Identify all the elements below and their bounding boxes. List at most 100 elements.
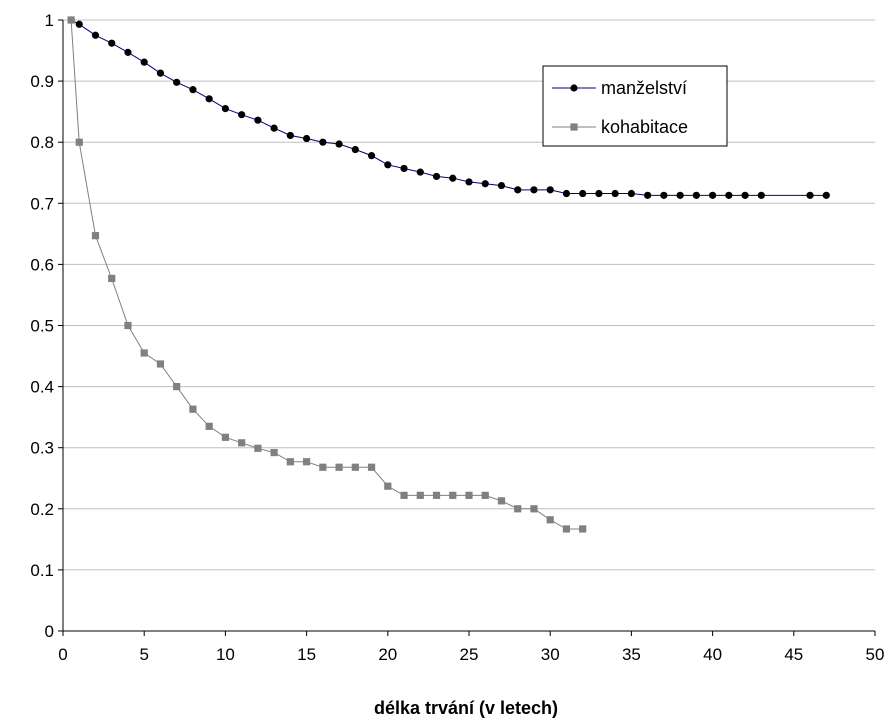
x-tick-label: 40 [703, 645, 722, 664]
data-point [757, 191, 765, 199]
data-point [319, 463, 327, 471]
data-point [627, 189, 636, 198]
data-point [335, 463, 343, 471]
data-point [140, 349, 148, 357]
data-point [254, 444, 262, 452]
x-tick-label: 25 [460, 645, 479, 664]
data-point [432, 172, 441, 181]
data-point [205, 422, 213, 430]
data-point [611, 189, 619, 198]
data-point [644, 191, 652, 199]
y-tick-label: 0.4 [30, 378, 54, 397]
series-2 [67, 16, 587, 533]
data-point [75, 20, 83, 28]
data-point [822, 191, 830, 199]
data-point [238, 439, 246, 447]
data-point [595, 189, 603, 198]
data-point [156, 360, 165, 368]
data-point [725, 191, 733, 199]
data-point [173, 383, 181, 391]
data-point [465, 491, 473, 499]
data-point [562, 189, 571, 198]
data-point [562, 525, 571, 533]
x-tick-labels: 0 5 10 15 20 25 30 35 40 45 50 [58, 645, 884, 664]
data-point [238, 111, 246, 119]
data-point [189, 86, 197, 94]
data-point [579, 525, 587, 533]
data-point [530, 505, 538, 513]
data-point [546, 516, 554, 524]
data-point [514, 186, 522, 194]
legend-entry: kohabitace [552, 117, 688, 137]
data-point [416, 168, 424, 176]
series-line [70, 19, 583, 530]
x-tick-label: 30 [541, 645, 560, 664]
x-tick-label: 5 [139, 645, 148, 664]
data-point [481, 491, 489, 499]
data-point [579, 189, 587, 198]
data-point [254, 116, 262, 124]
y-tick-label: 0.2 [30, 500, 54, 519]
data-point [221, 104, 229, 113]
data-point [806, 191, 814, 199]
data-point [75, 138, 83, 146]
y-tick-label: 0.7 [30, 194, 54, 213]
data-point [189, 405, 197, 413]
data-point [741, 191, 749, 199]
x-tick-label: 10 [216, 645, 235, 664]
data-point [173, 78, 181, 86]
x-tick-label: 50 [866, 645, 885, 664]
data-point [270, 124, 278, 132]
legend-label: kohabitace [601, 117, 688, 137]
data-point [384, 161, 392, 169]
data-point [286, 131, 294, 140]
gridlines [63, 19, 875, 571]
data-point [351, 463, 359, 471]
legend-swatch-marker [570, 84, 578, 92]
x-tick-label: 15 [297, 645, 316, 664]
data-point [124, 321, 132, 330]
x-tick-label: 20 [378, 645, 397, 664]
data-point [416, 491, 424, 499]
data-point [140, 58, 148, 66]
data-point [303, 458, 311, 466]
data-point [91, 232, 100, 240]
y-tick-label: 0.9 [30, 72, 54, 91]
data-point [514, 505, 522, 513]
series-line [70, 19, 827, 196]
data-point [303, 134, 311, 143]
series-group [67, 16, 830, 533]
data-point [449, 491, 457, 499]
data-point [692, 191, 700, 199]
data-point [319, 138, 327, 146]
legend-label: manželství [601, 78, 687, 98]
data-point [481, 180, 489, 188]
data-point [67, 16, 75, 24]
y-tick-label: 0.8 [30, 133, 54, 152]
data-point [384, 482, 392, 490]
data-point [546, 186, 554, 194]
data-point [108, 39, 116, 47]
legend: manželství kohabitace [542, 65, 728, 147]
data-point [400, 164, 408, 173]
x-tick-label: 45 [784, 645, 803, 664]
data-point [124, 48, 132, 56]
data-point [367, 463, 376, 471]
y-tick-label: 1 [45, 11, 54, 30]
x-tick-label: 0 [58, 645, 67, 664]
data-point [156, 69, 165, 77]
x-tick-label: 35 [622, 645, 641, 664]
data-point [676, 191, 684, 199]
y-tick-label: 0.1 [30, 561, 54, 580]
data-point [221, 433, 229, 441]
series-1 [67, 16, 830, 199]
data-point [335, 140, 343, 148]
data-point [108, 274, 116, 283]
data-point [351, 145, 359, 154]
data-point [449, 174, 457, 182]
data-point [432, 491, 441, 499]
data-point [497, 497, 506, 505]
data-point [91, 31, 100, 39]
y-tick-label: 0.3 [30, 439, 54, 458]
